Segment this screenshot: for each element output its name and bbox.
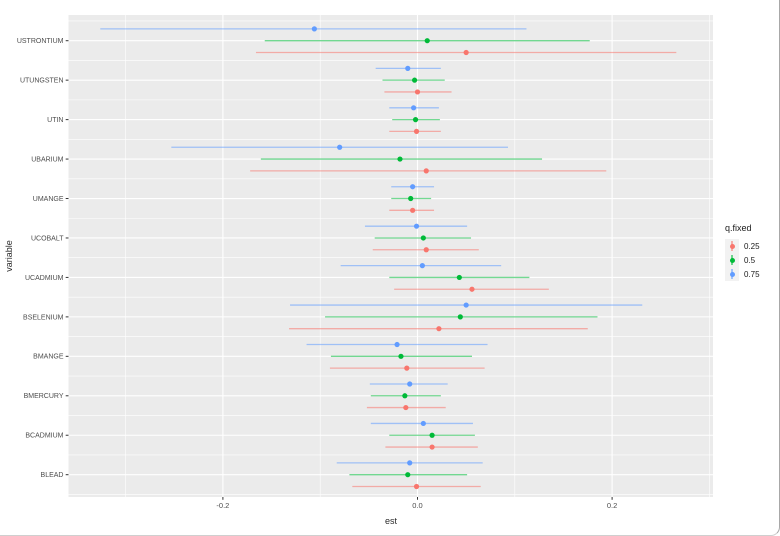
y-tick-label: UCADMIUM [25, 275, 64, 282]
point-estimate [463, 49, 469, 56]
point-estimate [311, 26, 317, 32]
point-estimate [404, 365, 410, 371]
legend-entry-label: 0.5 [744, 255, 756, 265]
y-tick-label: USTRONTIUM [17, 38, 64, 45]
point-estimate [457, 314, 463, 320]
point-estimate [405, 65, 411, 71]
point-estimate [413, 483, 420, 490]
legend-entry: 0.75 [725, 267, 779, 281]
point-estimate [403, 404, 409, 411]
legend-entry-label: 0.75 [744, 269, 760, 279]
point-estimate [436, 326, 442, 332]
point-estimate [469, 286, 475, 292]
point-estimate [420, 420, 426, 427]
legend-key-dot [729, 243, 735, 249]
x-axis-title: est [384, 516, 398, 526]
y-axis-title: variable [4, 240, 14, 272]
x-tick-label: 0.2 [607, 501, 617, 510]
point-estimate [398, 353, 404, 359]
plot-panel [68, 15, 713, 497]
legend-entries: 0.25 0.5 0.75 [725, 239, 779, 281]
point-estimate [407, 460, 413, 466]
point-estimate [410, 184, 416, 190]
legend-entry: 0.25 [725, 239, 779, 253]
y-tick-label: UMANGE [33, 196, 64, 203]
point-estimate [429, 444, 435, 450]
x-tick-label: 0.0 [412, 501, 422, 510]
point-estimate [402, 393, 408, 399]
y-tick-label: BCADMIUM [25, 433, 63, 440]
point-estimate [397, 156, 403, 162]
point-estimate [420, 235, 426, 241]
y-tick-label: UCOBALT [31, 235, 64, 242]
y-tick-label: UTIN [47, 117, 63, 124]
point-estimate [419, 263, 425, 269]
y-tick-label: BSELENIUM [23, 314, 64, 321]
point-estimate [410, 207, 416, 213]
point-estimate [424, 38, 430, 44]
y-tick-label: UBARIUM [31, 156, 63, 163]
point-estimate [407, 381, 413, 387]
legend-key-pointrange-icon [725, 253, 739, 267]
y-tick-label: BMANGE [33, 354, 64, 361]
point-estimate [413, 128, 420, 135]
point-estimate [429, 432, 435, 438]
legend-key-dot [729, 257, 735, 263]
point-estimate [408, 195, 414, 202]
point-estimate [394, 341, 400, 348]
legend-entry-label: 0.25 [744, 241, 760, 251]
legend-title: q.fixed [725, 223, 752, 233]
legend: q.fixed 0.25 0.5 0.75 [725, 223, 779, 281]
y-tick-label: BLEAD [41, 472, 64, 479]
point-estimate [423, 168, 429, 174]
legend-key-pointrange-icon [725, 267, 739, 281]
point-estimate [412, 117, 419, 123]
legend-key-pointrange-icon [725, 239, 739, 253]
point-estimate [414, 89, 421, 95]
point-estimate [411, 77, 418, 83]
point-estimate [413, 223, 420, 229]
point-estimate [456, 274, 462, 281]
point-estimate [411, 105, 417, 111]
point-estimate [423, 247, 429, 253]
point-estimate [463, 302, 469, 308]
point-estimate [337, 144, 343, 150]
point-estimate [405, 472, 411, 478]
y-tick-label: UTUNGSTEN [20, 78, 64, 85]
x-tick-label: -0.2 [216, 501, 229, 510]
legend-key-dot [729, 271, 735, 277]
legend-entry: 0.5 [725, 253, 779, 267]
y-tick-label: BMERCURY [24, 393, 64, 400]
